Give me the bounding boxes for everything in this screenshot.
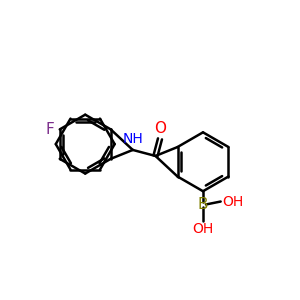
Text: B: B — [198, 197, 208, 212]
Text: O: O — [154, 121, 166, 136]
Text: NH: NH — [122, 132, 143, 146]
Text: OH: OH — [192, 222, 214, 236]
Text: OH: OH — [222, 194, 243, 208]
Text: F: F — [46, 122, 54, 137]
